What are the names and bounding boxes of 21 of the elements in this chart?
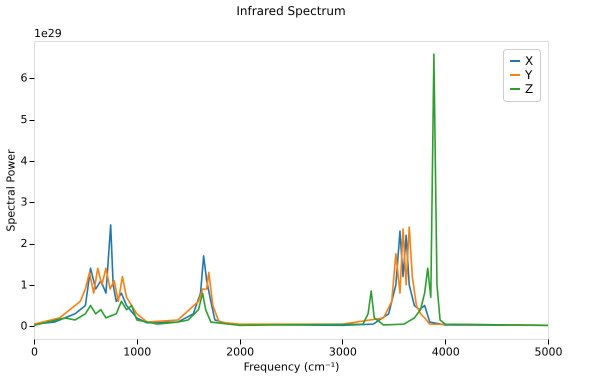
x-axis-title: Frequency (cm⁻¹) — [244, 360, 340, 374]
x-tick-label: 3000 — [328, 346, 357, 358]
y-tick-label: 2 — [20, 237, 28, 250]
y-tick-label: 3 — [20, 196, 28, 209]
chart-title: Infrared Spectrum — [236, 4, 346, 18]
legend-label: X — [525, 54, 534, 68]
text: 1e29 — [34, 27, 62, 40]
x-tick-label: 0 — [31, 346, 38, 358]
x-tick-label: 1000 — [123, 346, 152, 358]
y-tick-label: 1 — [20, 278, 28, 292]
y-tick-label: 6 — [20, 72, 28, 85]
y-tick-label: 0 — [20, 320, 28, 333]
line-series — [33, 53, 549, 326]
x-tick-label: 2000 — [226, 346, 254, 358]
x-tick-label: 4000 — [432, 346, 460, 358]
legend-label: Z — [525, 82, 534, 96]
x-tick-label: 5000 — [534, 346, 562, 358]
y-tick-label: 4 — [20, 154, 28, 168]
legend-label: Y — [524, 68, 533, 82]
y-axis-title: Spectral Power — [4, 148, 18, 232]
y-tick-label: 5 — [20, 113, 28, 126]
